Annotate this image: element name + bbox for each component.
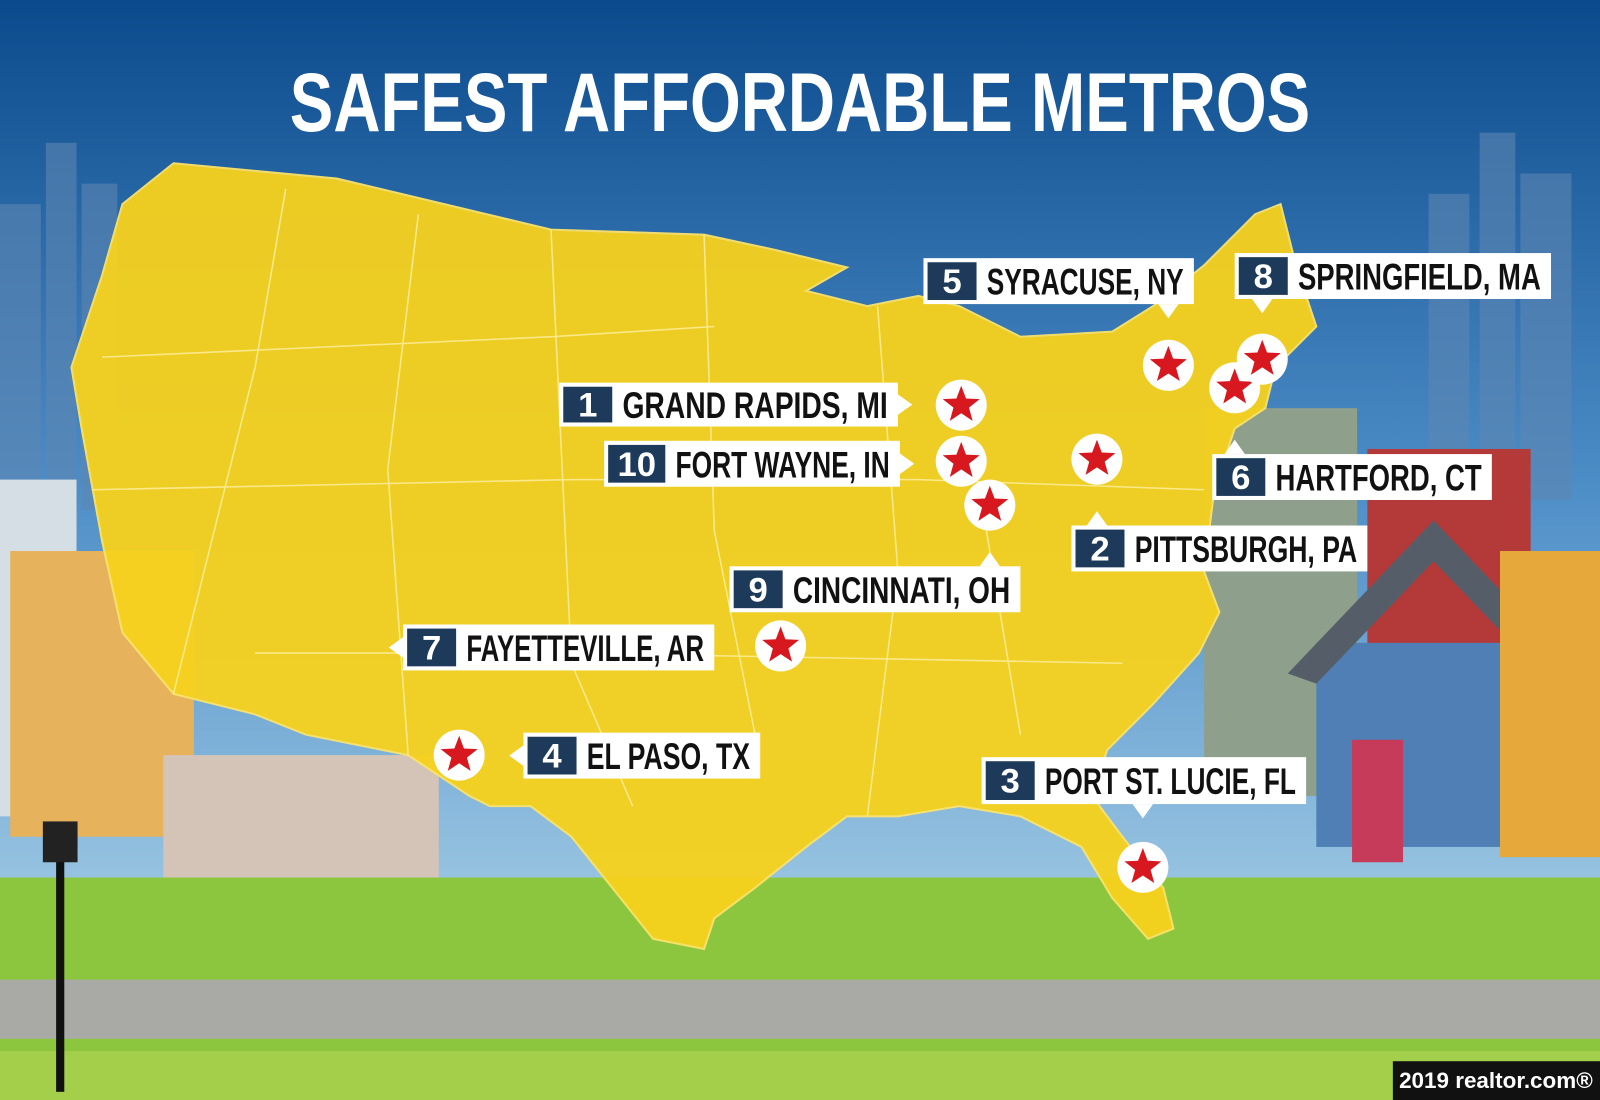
us-map — [70, 162, 1318, 951]
star — [1078, 439, 1116, 475]
metro-name: GRAND RAPIDS, MI — [622, 385, 887, 426]
rank: 7 — [422, 629, 441, 667]
label-pointer — [388, 637, 404, 658]
rank: 1 — [578, 387, 597, 425]
rank-box — [407, 628, 457, 667]
sidewalk — [0, 979, 1600, 1039]
metro: 9 CINCINNATI, OH — [729, 479, 1021, 613]
metro: 4 EL PASO, TX — [433, 729, 761, 781]
rank: 4 — [542, 738, 562, 776]
label-pointer — [1224, 439, 1245, 455]
metro: 1 GRAND RAPIDS, MI — [559, 379, 987, 431]
label-box — [559, 382, 898, 427]
label-pointer — [979, 552, 1000, 567]
metro: 10 FORT WAYNE, IN — [604, 435, 987, 487]
metro: 7 FAYETTEVILLE, AR — [388, 620, 807, 672]
metro-name: SYRACUSE, NY — [987, 262, 1184, 303]
label-pointer — [1252, 298, 1273, 314]
rank-box — [563, 386, 613, 423]
rank: 5 — [942, 263, 961, 301]
rank-box — [1238, 257, 1288, 295]
rank-box — [733, 570, 783, 609]
rank-box — [985, 761, 1035, 800]
rank: 3 — [1001, 763, 1020, 801]
label-pointer — [897, 394, 913, 415]
lawn-front — [0, 1051, 1600, 1100]
star — [942, 385, 980, 421]
star — [1149, 345, 1187, 382]
credit: 2019 realtor.com® — [1399, 1068, 1593, 1093]
metro: 6 HARTFORD, CT — [1209, 362, 1492, 500]
metro-name: PITTSBURGH, PA — [1135, 529, 1357, 570]
label-pointer — [1086, 511, 1108, 526]
metro-name: PORT ST. LUCIE, FL — [1045, 761, 1296, 802]
metro: 8 SPRINGFIELD, MA — [1234, 253, 1552, 385]
metro-name: SPRINGFIELD, MA — [1298, 257, 1541, 298]
rank-box — [1216, 458, 1266, 496]
rank: 2 — [1090, 530, 1109, 568]
title: SAFEST AFFORDABLE METROS — [290, 55, 1310, 149]
metro-name: FAYETTEVILLE, AR — [466, 628, 704, 669]
metro-labels: 1 GRAND RAPIDS, MI 2 PITTSBURGH, PA 3 PORT ST… — [388, 253, 1552, 893]
rank-box — [527, 736, 577, 775]
star — [971, 485, 1009, 521]
label-pointer — [509, 745, 524, 766]
label-pointer — [1132, 804, 1154, 819]
metro-name: HARTFORD, CT — [1276, 458, 1483, 499]
rank: 8 — [1254, 258, 1273, 296]
star — [1216, 368, 1254, 404]
credit-box — [1392, 1061, 1600, 1100]
metro-name: EL PASO, TX — [587, 736, 751, 777]
rank: 6 — [1231, 459, 1250, 497]
metro: 3 PORT ST. LUCIE, FL — [981, 757, 1307, 893]
rank-box — [1075, 529, 1125, 568]
label-box — [981, 757, 1307, 805]
metro-name: FORT WAYNE, IN — [676, 444, 890, 485]
label-pointer — [900, 453, 915, 474]
lamp-post — [42, 821, 78, 1092]
star — [1243, 339, 1281, 375]
metro-name: CINCINNATI, OH — [793, 570, 1010, 611]
metro: 5 SYRACUSE, NY — [923, 258, 1194, 391]
star — [762, 626, 800, 662]
star — [440, 735, 478, 771]
rank-box — [608, 444, 666, 483]
label-pointer — [1158, 304, 1179, 319]
star — [942, 441, 980, 477]
rank: 10 — [617, 446, 656, 484]
rank-box — [927, 262, 977, 300]
rank: 9 — [749, 571, 768, 609]
metro: 2 PITTSBURGH, PA — [1071, 433, 1368, 572]
star — [1124, 847, 1162, 884]
